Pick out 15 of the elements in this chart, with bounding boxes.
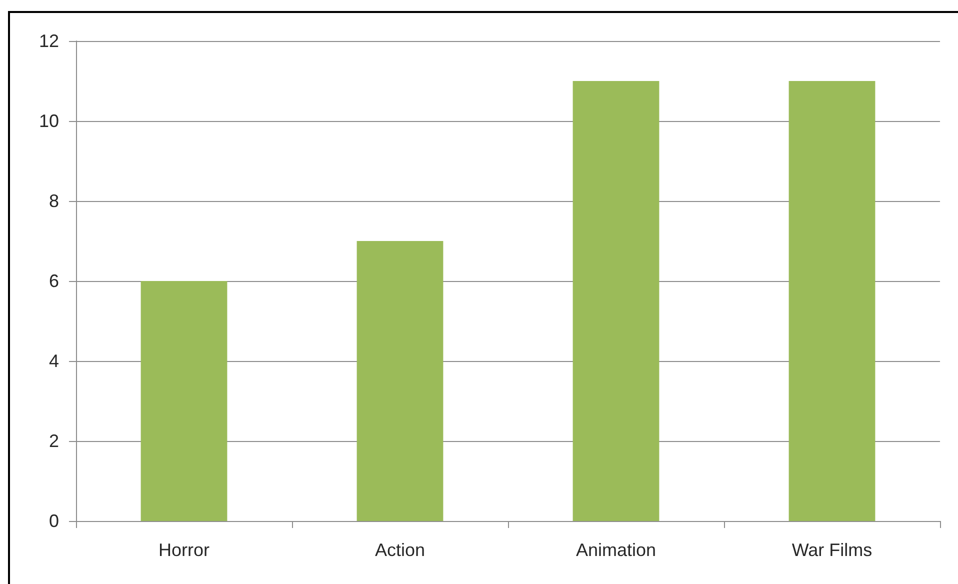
bar (140, 281, 228, 521)
y-tick-label: 4 (48, 351, 59, 371)
bar (788, 81, 876, 521)
y-tick-label: 0 (48, 511, 59, 531)
y-tick-label: 6 (48, 271, 59, 291)
x-tick-label: Action (374, 540, 426, 560)
y-tick-label: 10 (38, 111, 59, 131)
y-tick-label: 12 (38, 31, 59, 51)
x-tick-label: Horror (158, 540, 210, 560)
bar (572, 81, 660, 521)
bar (356, 241, 444, 521)
x-tick-label: War Films (792, 540, 872, 560)
y-tick-label: 2 (48, 431, 59, 451)
y-tick-label: 8 (48, 191, 59, 211)
x-tick-label: Animation (576, 540, 656, 560)
